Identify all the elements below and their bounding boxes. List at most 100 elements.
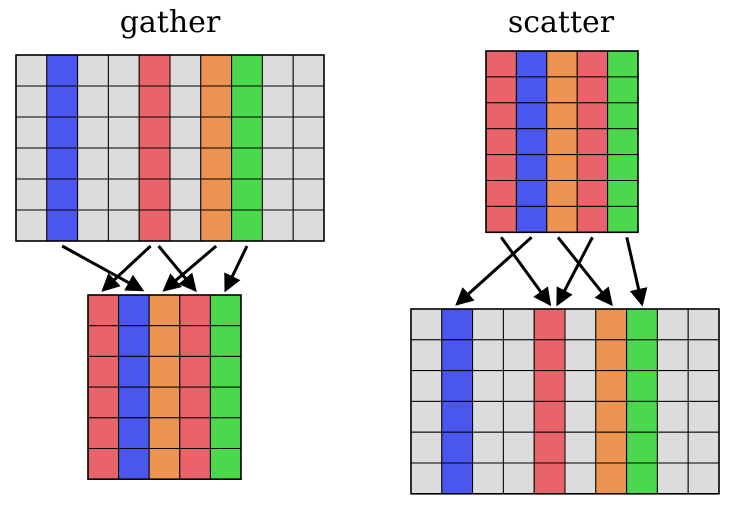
gather-source-cell-c0-r0: [15, 54, 48, 87]
scatter-title: scatter: [508, 5, 615, 40]
scatter-result-cell-c3-r3: [502, 400, 535, 433]
gather-source-cell-c4-r1: [138, 85, 171, 118]
scatter-result-cell-c7-r1: [626, 339, 658, 372]
gather-result-cell-c3-r5: [179, 448, 211, 480]
scatter-source-cell-c1-r6: [515, 205, 548, 233]
gather-source-cell-c7-r2: [231, 116, 263, 149]
scatter-source-cell-c0-r5: [485, 180, 517, 207]
gather-source-cell-c5-r3: [169, 147, 202, 180]
scatter-result-cell-c3-r0: [502, 308, 535, 341]
gather-result-cell-c4-r4: [209, 417, 242, 449]
scatter-result-cell-c7-r4: [626, 431, 658, 464]
gather-source-cell-c4-r0: [138, 54, 171, 87]
gather-source-cell-c7-r0: [231, 54, 263, 87]
gather-source-cell-c6-r2: [200, 116, 233, 149]
scatter-source-cell-c0-r2: [485, 102, 517, 130]
scatter-source-grid: [485, 50, 639, 234]
gather-source-cell-c2-r2: [77, 116, 109, 149]
gather-source-cell-c2-r3: [77, 147, 109, 180]
gather-result-cell-c0-r5: [87, 448, 120, 480]
scatter-result-cell-c1-r0: [441, 308, 474, 341]
gather-result-cell-c3-r3: [179, 386, 211, 419]
scatter-result-cell-c2-r5: [472, 462, 504, 495]
scatter-source-cell-c4-r0: [607, 50, 639, 78]
gather-source-cell-c3-r4: [107, 178, 140, 211]
scatter-arrow-2: [556, 236, 613, 307]
scatter-source-cell-c1-r3: [515, 128, 548, 156]
scatter-result-cell-c9-r1: [687, 339, 720, 372]
gather-source-cell-c1-r5: [46, 209, 79, 242]
gather-source-cell-c4-r2: [138, 116, 171, 149]
scatter-result-cell-c8-r4: [656, 431, 689, 464]
scatter-source-cell-c2-r3: [546, 128, 578, 156]
gather-result-cell-c4-r5: [209, 448, 242, 480]
scatter-result-cell-c8-r5: [656, 462, 689, 495]
scatter-result-cell-c3-r1: [502, 339, 535, 372]
gather-source-cell-c1-r0: [46, 54, 79, 87]
scatter-source-cell-c1-r1: [515, 76, 548, 104]
gather-source-cell-c4-r5: [138, 209, 171, 242]
gather-arrow-0: [61, 244, 145, 292]
gather-source-cell-c5-r0: [169, 54, 202, 87]
gather-result-cell-c4-r3: [209, 386, 242, 419]
scatter-result-cell-c3-r5: [502, 462, 535, 495]
gather-source-cell-c3-r1: [107, 85, 140, 118]
scatter-result-cell-c1-r3: [441, 400, 474, 433]
gather-source-cell-c1-r2: [46, 116, 79, 149]
gather-source-cell-c6-r0: [200, 54, 233, 87]
gather-source-cell-c9-r4: [292, 178, 325, 211]
gather-result-cell-c0-r4: [87, 417, 120, 449]
gather-source-cell-c8-r5: [261, 209, 294, 242]
scatter-result-cell-c4-r1: [533, 339, 566, 372]
gather-result-cell-c1-r1: [118, 325, 150, 357]
scatter-source-cell-c1-r2: [515, 102, 548, 130]
scatter-source-cell-c3-r4: [576, 154, 609, 182]
gather-result-cell-c1-r5: [118, 448, 150, 480]
scatter-result-cell-c0-r5: [410, 462, 443, 495]
gather-source-cell-c3-r5: [107, 209, 140, 242]
gather-source-cell-c7-r3: [231, 147, 263, 180]
scatter-result-cell-c6-r4: [595, 431, 628, 464]
gather-result-cell-c2-r1: [148, 325, 181, 357]
gather-source-cell-c5-r4: [169, 178, 202, 211]
gather-source-cell-c9-r1: [292, 85, 325, 118]
gather-source-cell-c8-r3: [261, 147, 294, 180]
scatter-result-cell-c5-r3: [564, 400, 597, 433]
scatter-result-cell-c9-r0: [687, 308, 720, 341]
scatter-source-cell-c3-r1: [576, 76, 609, 104]
gather-source-border: [15, 54, 325, 242]
scatter-result-cell-c5-r5: [564, 462, 597, 495]
scatter-source-cell-c4-r2: [607, 102, 639, 130]
scatter-source-cell-c2-r5: [546, 180, 578, 207]
scatter-source-cell-c4-r4: [607, 154, 639, 182]
scatter-source-cell-c0-r4: [485, 154, 517, 182]
gather-result-cell-c4-r0: [209, 294, 242, 327]
scatter-result-grid: [410, 308, 720, 495]
scatter-result-cell-c9-r5: [687, 462, 720, 495]
scatter-result-cell-c9-r2: [687, 370, 720, 402]
gather-result-cell-c0-r1: [87, 325, 120, 357]
gather-arrows: [61, 244, 249, 293]
scatter-source-cell-c4-r6: [607, 205, 639, 233]
scatter-result-cell-c4-r2: [533, 370, 566, 402]
gather-source-cell-c7-r1: [231, 85, 263, 118]
gather-source-cell-c7-r4: [231, 178, 263, 211]
scatter-arrow-3: [556, 236, 594, 307]
gather-source-cell-c9-r2: [292, 116, 325, 149]
gather-source-cell-c6-r4: [200, 178, 233, 211]
scatter-result-cell-c2-r2: [472, 370, 504, 402]
gather-title: gather: [120, 5, 221, 40]
scatter-result-cell-c6-r5: [595, 462, 628, 495]
scatter-source-cell-c4-r5: [607, 180, 639, 207]
gather-result-cell-c2-r0: [148, 294, 181, 327]
scatter-result-cell-c8-r3: [656, 400, 689, 433]
gather-source-cell-c3-r2: [107, 116, 140, 149]
gather-source-cell-c0-r3: [15, 147, 48, 180]
scatter-source-cell-c2-r2: [546, 102, 578, 130]
scatter-result-cell-c9-r4: [687, 431, 720, 464]
gather-source-cell-c1-r3: [46, 147, 79, 180]
scatter-result-cell-c7-r5: [626, 462, 658, 495]
gather-arrow-3: [162, 244, 218, 292]
scatter-source-cell-c0-r3: [485, 128, 517, 156]
scatter-result-cell-c8-r0: [656, 308, 689, 341]
